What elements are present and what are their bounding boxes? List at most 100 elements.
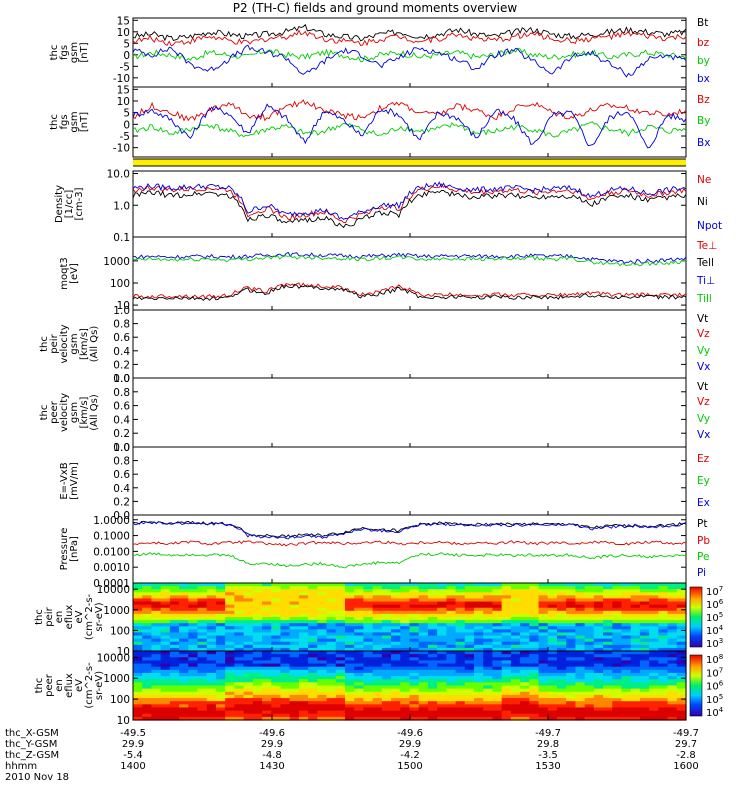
spectrogram-cell bbox=[575, 654, 586, 658]
spectrogram-cell bbox=[298, 701, 309, 705]
spectrogram-cell bbox=[344, 641, 355, 646]
spectrogram-cell bbox=[483, 623, 494, 627]
spectrogram-cell bbox=[262, 598, 272, 603]
spectrogram-cell bbox=[243, 617, 254, 621]
spectrogram-cell bbox=[308, 694, 318, 699]
spectrogram-cell bbox=[133, 701, 143, 705]
legend-entry: Pi bbox=[697, 567, 706, 579]
spectrogram-cell bbox=[464, 694, 475, 699]
spectrogram-cell bbox=[381, 635, 392, 640]
spectrogram-cell bbox=[621, 604, 632, 609]
spectrogram-cell bbox=[492, 685, 503, 690]
spectrogram-cell bbox=[455, 698, 466, 702]
y-axis-label: thc peer velocity gsm [km/s] (All Qs) bbox=[39, 393, 100, 432]
spectrogram-cell bbox=[225, 607, 235, 612]
spectrogram-cell bbox=[520, 604, 530, 609]
spectrogram-cell bbox=[372, 644, 383, 649]
spectrogram-cell bbox=[262, 704, 272, 709]
spectrogram-cell bbox=[446, 635, 457, 640]
spectrogram-cell bbox=[501, 679, 512, 683]
spectrogram-cell bbox=[354, 629, 365, 634]
spectrogram-cell bbox=[630, 651, 641, 655]
spectrogram-cell bbox=[335, 601, 346, 606]
spectrogram-cell bbox=[289, 716, 300, 721]
spectrogram-cell bbox=[529, 679, 540, 683]
spectrogram-cell bbox=[621, 617, 632, 621]
spectrogram-cell bbox=[252, 707, 263, 712]
spectrogram-cell bbox=[501, 713, 512, 718]
spectrogram-cell bbox=[593, 635, 604, 640]
spectrogram-cell bbox=[658, 613, 669, 618]
spectrogram-cell bbox=[344, 657, 355, 662]
x-annotation-value: -49.6 bbox=[397, 728, 423, 739]
spectrogram-cell bbox=[483, 716, 494, 721]
spectrogram-cell bbox=[197, 672, 208, 677]
spectrogram-cell bbox=[630, 607, 641, 612]
spectrogram-cell bbox=[584, 623, 595, 627]
spectrogram-cell bbox=[566, 713, 576, 718]
spectrogram-cell bbox=[446, 598, 457, 603]
spectrogram-cell bbox=[298, 626, 309, 630]
spectrogram-cell bbox=[520, 710, 530, 715]
tick-exponent: 4 bbox=[719, 624, 724, 632]
spectrogram-cell bbox=[243, 657, 254, 662]
y-axis-label-line: (cm^2-s- bbox=[84, 593, 95, 640]
spectrogram-cell bbox=[215, 641, 226, 646]
spectrogram-cell bbox=[354, 660, 365, 665]
spectrogram-cell bbox=[584, 654, 595, 658]
spectrogram-cell bbox=[169, 679, 180, 683]
spectrogram-cell bbox=[280, 586, 291, 590]
spectrogram-cell bbox=[215, 685, 226, 690]
spectrogram-cell bbox=[344, 663, 355, 668]
spectrogram-cell bbox=[418, 607, 429, 612]
y-axis-label-line: gsm bbox=[69, 333, 80, 354]
spectrogram-cell bbox=[538, 679, 549, 683]
spectrogram-cell bbox=[234, 710, 245, 715]
spectrogram-cell bbox=[658, 641, 669, 646]
spectrogram-cell bbox=[151, 626, 162, 630]
spectrogram-cell bbox=[556, 698, 567, 702]
spectrogram-cell bbox=[584, 647, 595, 652]
spectrogram-cell bbox=[529, 610, 540, 615]
spectrogram-cell bbox=[603, 688, 613, 693]
spectrogram-cell bbox=[197, 666, 208, 671]
spectrogram-cell bbox=[427, 638, 438, 643]
spectrogram-cell bbox=[538, 586, 549, 590]
spectrogram-cell bbox=[437, 716, 447, 721]
spectrogram-cell bbox=[179, 629, 189, 634]
spectrogram-cell bbox=[538, 632, 549, 637]
spectrogram-cell bbox=[603, 604, 613, 609]
spectrogram-cell bbox=[538, 620, 549, 624]
spectrogram-cell bbox=[474, 623, 484, 627]
spectrogram-cell bbox=[271, 691, 282, 696]
spectrogram-cell bbox=[169, 592, 180, 596]
spectrogram-cell bbox=[142, 710, 153, 715]
spectrogram-cell bbox=[464, 586, 475, 590]
spectrogram-cell bbox=[308, 713, 318, 718]
spectrogram-cell bbox=[308, 592, 318, 596]
spectrogram-cell bbox=[400, 607, 411, 612]
spectrogram-cell bbox=[676, 666, 687, 671]
y-axis-label: thc peir en eflux eV (cm^2-s-sr-eV) bbox=[34, 593, 105, 640]
spectrogram-cell bbox=[225, 589, 235, 593]
spectrogram-cell bbox=[464, 604, 475, 609]
spectrogram-cell bbox=[308, 586, 318, 590]
spectrogram-cell bbox=[464, 688, 475, 693]
spectrogram-cell bbox=[326, 694, 337, 699]
spectrogram-cell bbox=[262, 629, 272, 634]
spectrogram-cell bbox=[335, 691, 346, 696]
spectrogram-cell bbox=[612, 589, 623, 593]
spectrogram-cell bbox=[464, 676, 475, 680]
spectrogram-cell bbox=[612, 635, 623, 640]
spectrogram-cell bbox=[262, 647, 272, 652]
spectrogram-cell bbox=[354, 688, 365, 693]
spectrogram-cell bbox=[538, 660, 549, 665]
spectrogram-cell bbox=[593, 657, 604, 662]
spectrogram-cell bbox=[308, 704, 318, 709]
spectrogram-cell bbox=[142, 676, 153, 680]
tick-base: 10 bbox=[706, 695, 719, 706]
spectrogram-cell bbox=[400, 617, 411, 621]
spectrogram-cell bbox=[510, 707, 521, 712]
spectrogram-cell bbox=[215, 632, 226, 637]
